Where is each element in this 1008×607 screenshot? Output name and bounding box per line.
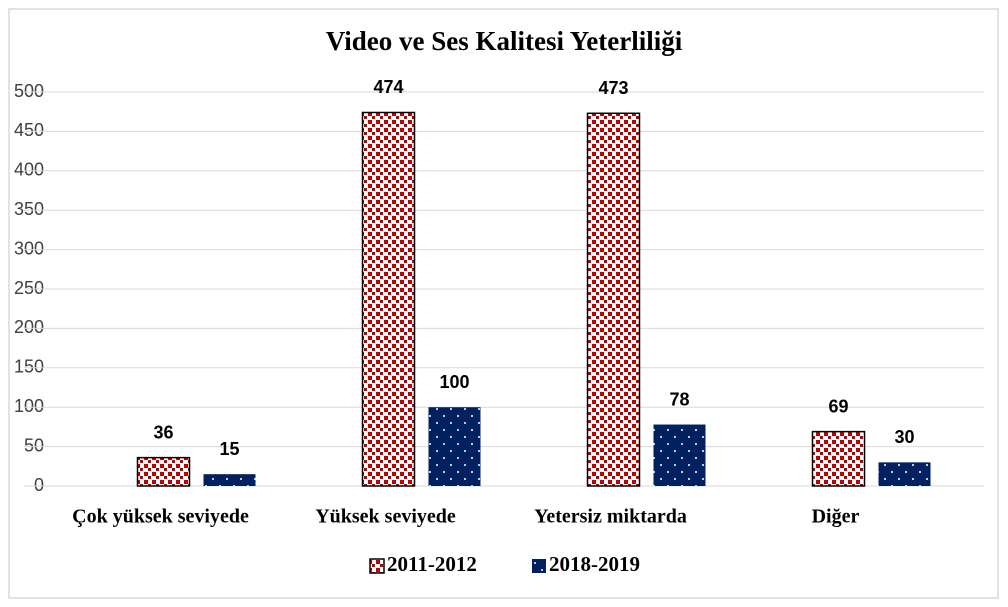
value-label: 36 (153, 422, 173, 442)
y-tick-label: 450 (14, 120, 44, 140)
chart-title: Video ve Ses Kalitesi Yeterliliği (326, 26, 683, 56)
bar (428, 407, 481, 486)
value-label: 474 (373, 77, 403, 97)
legend-label: 2018-2019 (549, 552, 640, 576)
y-tick-label: 50 (24, 435, 44, 455)
legend: 2011-2012 2018-2019 (369, 552, 640, 576)
bar (811, 430, 866, 487)
value-label: 15 (219, 439, 239, 459)
value-label: 69 (828, 396, 848, 416)
value-label: 30 (894, 427, 914, 447)
chart-border (8, 8, 999, 599)
y-tick-label: 300 (14, 238, 44, 258)
bar (586, 112, 641, 487)
value-label: 78 (669, 389, 689, 409)
legend-swatch (369, 558, 385, 574)
bar (653, 424, 706, 486)
x-tick-label: Yetersiz miktarda (534, 506, 687, 528)
y-tick-label: 250 (14, 278, 44, 298)
x-tick-label: Yüksek seviyede (315, 506, 456, 528)
y-tick-label: 500 (14, 81, 44, 101)
bar (203, 474, 256, 486)
value-label: 100 (439, 372, 469, 392)
y-tick-label: 400 (14, 160, 44, 180)
y-tick-label: 150 (14, 357, 44, 377)
x-tick-label: Diğer (812, 506, 860, 528)
legend-label: 2011-2012 (387, 552, 477, 576)
bar (878, 462, 931, 486)
y-tick-label: 350 (14, 199, 44, 219)
y-tick-label: 200 (14, 317, 44, 337)
legend-swatch (532, 559, 546, 573)
value-label: 473 (598, 78, 628, 98)
x-tick-label: Çok yüksek seviyede (72, 506, 249, 528)
bar (136, 456, 191, 487)
y-tick-label: 0 (34, 475, 44, 495)
y-tick-label: 100 (14, 396, 44, 416)
bar (361, 111, 416, 487)
